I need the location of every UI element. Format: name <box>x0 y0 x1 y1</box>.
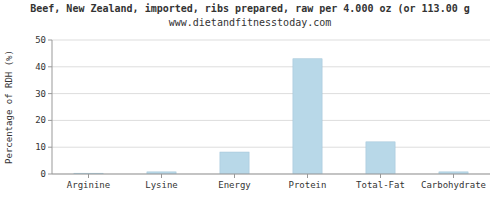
y-tick-label: 20 <box>35 115 46 125</box>
bar <box>220 152 249 174</box>
y-tick-label: 0 <box>41 169 46 179</box>
y-axis-label: Percentage of RDH (%) <box>4 50 14 164</box>
bars <box>74 59 468 174</box>
bar <box>366 142 395 174</box>
y-axis-line <box>52 40 53 174</box>
x-tick-label: Total-Fat <box>356 180 405 190</box>
y-tick <box>48 120 52 121</box>
y-tick-label: 30 <box>35 89 46 99</box>
title: Beef, New Zealand, imported, ribs prepar… <box>30 3 470 14</box>
x-tick-label: Energy <box>218 180 251 190</box>
grid <box>52 40 490 174</box>
x-tick <box>234 174 235 178</box>
bar <box>293 59 322 174</box>
x-axis: Arginine Lysine Energy Protein Total-Fat Carb… <box>67 174 486 190</box>
y-tick <box>48 174 52 175</box>
y-tick-label: 10 <box>35 142 46 152</box>
grid-line <box>52 40 490 41</box>
grid-line <box>52 147 490 148</box>
y-tick <box>48 93 52 94</box>
grid-line <box>52 93 490 94</box>
x-axis-line <box>52 174 490 175</box>
x-tick <box>88 174 89 178</box>
grid-line <box>52 174 490 175</box>
chart: Beef, New Zealand, imported, ribs prepar… <box>0 0 500 200</box>
x-tick-label: Lysine <box>145 180 178 190</box>
x-tick-label: Protein <box>289 180 327 190</box>
chart-container: Beef, New Zealand, imported, ribs prepar… <box>0 0 500 200</box>
subtitle: www.dietandfitnesstoday.com <box>169 17 332 28</box>
y-tick <box>48 147 52 148</box>
y-tick <box>48 40 52 41</box>
x-tick-label: Arginine <box>67 180 110 190</box>
y-tick-label: 40 <box>35 62 46 72</box>
grid-line <box>52 66 490 67</box>
y-tick-label: 50 <box>35 35 46 45</box>
x-tick <box>161 174 162 178</box>
y-axis: 0 10 20 30 40 50 <box>35 35 52 179</box>
x-tick-label: Carbohydrate <box>421 180 486 190</box>
x-tick <box>307 174 308 178</box>
grid-line <box>52 120 490 121</box>
x-tick <box>453 174 454 178</box>
y-tick <box>48 66 52 67</box>
x-tick <box>380 174 381 178</box>
